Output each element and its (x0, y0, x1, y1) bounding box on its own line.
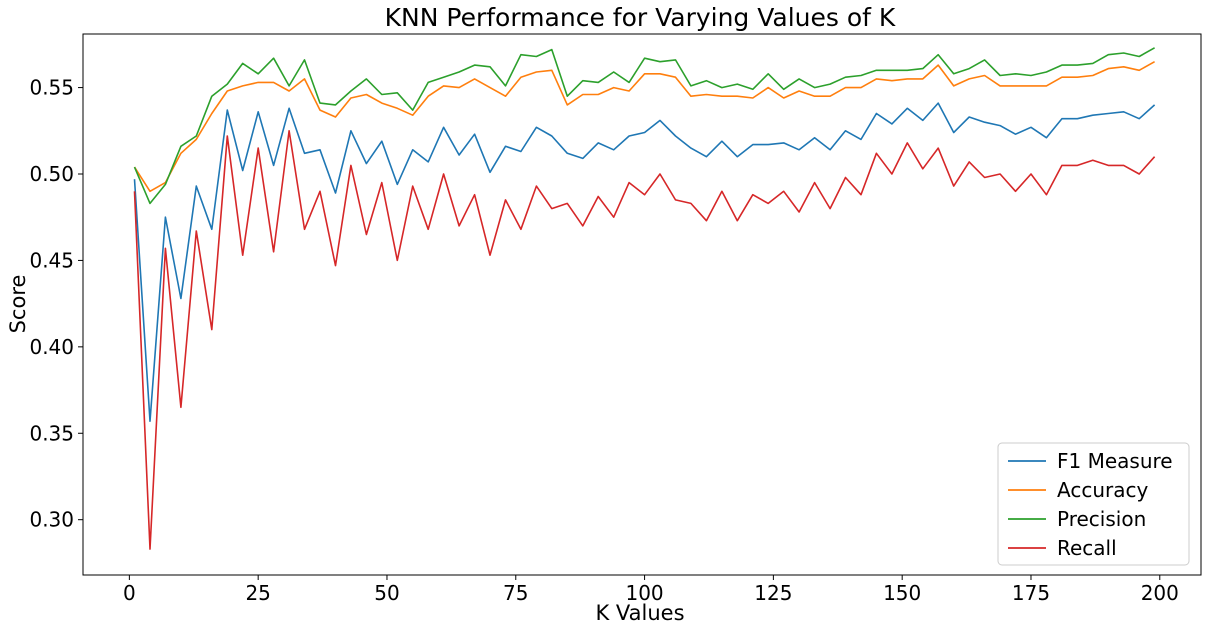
x-tick-label: 25 (245, 581, 270, 605)
x-tick-label: 100 (625, 581, 663, 605)
legend-label: Recall (1057, 536, 1117, 560)
x-tick-label: 150 (883, 581, 921, 605)
x-tick-label: 0 (123, 581, 136, 605)
x-tick-label: 50 (374, 581, 399, 605)
plot-area-frame (82, 33, 1202, 576)
series-line-f1-measure (133, 102, 1156, 423)
legend-label: Precision (1057, 507, 1146, 531)
y-tick-label: 0.45 (29, 248, 74, 272)
chart-title: KNN Performance for Varying Values of K (385, 3, 896, 32)
y-axis-title: Score (6, 275, 30, 334)
y-tick-label: 0.30 (29, 508, 74, 532)
x-axis-title: K Values (595, 601, 684, 625)
x-tick-label: 175 (1012, 581, 1050, 605)
series-line-accuracy (133, 61, 1155, 193)
series-layer (133, 47, 1156, 550)
y-tick-label: 0.40 (29, 335, 74, 359)
x-axis: 0 25 50 75 100 125 150 175 200 (123, 575, 1179, 605)
y-tick-label: 0.35 (29, 421, 74, 445)
series-line-precision (133, 47, 1155, 205)
y-tick-label: 0.55 (29, 76, 74, 100)
x-tick-label: 125 (754, 581, 792, 605)
y-tick-label: 0.50 (29, 162, 74, 186)
legend-label: Accuracy (1057, 478, 1148, 502)
y-axis: 0.30 0.35 0.40 0.45 0.50 0.55 (29, 76, 83, 532)
x-tick-label: 75 (503, 581, 528, 605)
series-line-recall (133, 130, 1156, 550)
legend-label: F1 Measure (1057, 449, 1173, 473)
x-tick-label: 200 (1141, 581, 1179, 605)
legend-box (997, 442, 1190, 566)
legend: F1 Measure Accuracy Precision Recall (997, 442, 1190, 566)
